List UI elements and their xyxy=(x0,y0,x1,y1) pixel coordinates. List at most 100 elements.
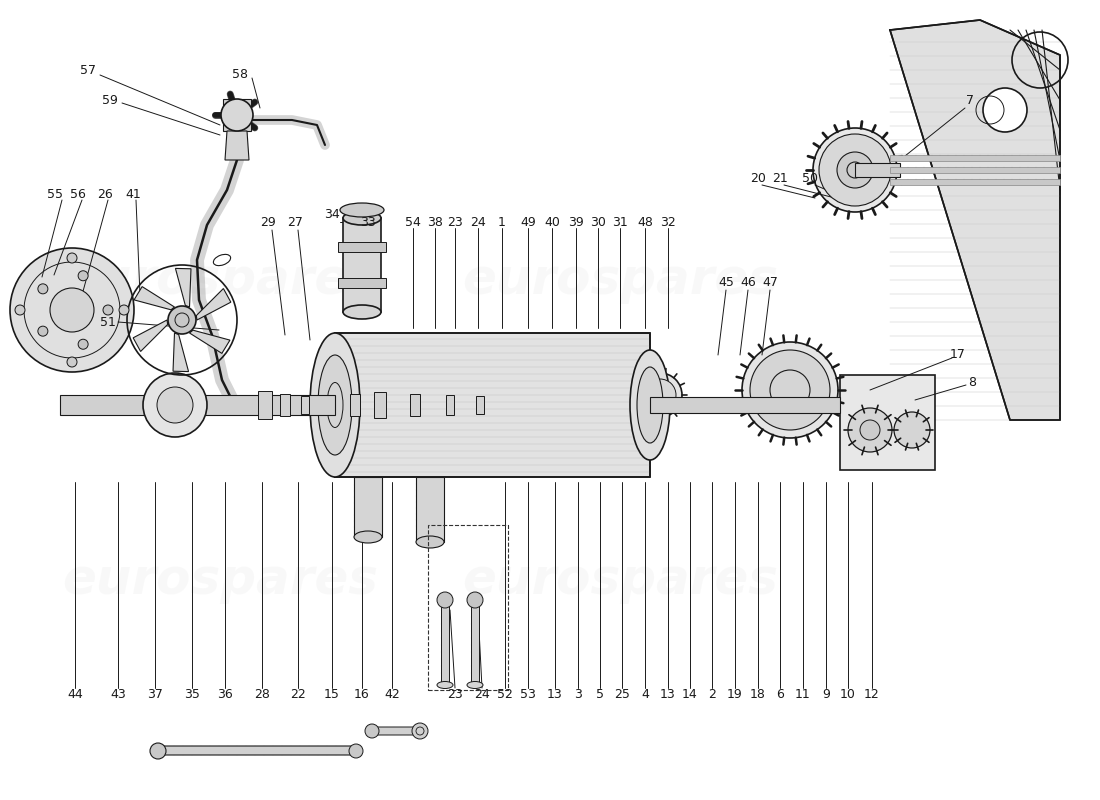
Text: 1: 1 xyxy=(498,215,506,229)
Polygon shape xyxy=(134,286,175,310)
Circle shape xyxy=(150,743,166,759)
Circle shape xyxy=(644,379,676,411)
Polygon shape xyxy=(301,396,309,414)
Polygon shape xyxy=(370,727,422,735)
Polygon shape xyxy=(890,155,1060,161)
Text: 33: 33 xyxy=(360,215,376,229)
Text: 47: 47 xyxy=(762,275,778,289)
Bar xyxy=(428,525,508,690)
Text: 35: 35 xyxy=(184,689,200,702)
Text: 13: 13 xyxy=(660,689,675,702)
Polygon shape xyxy=(338,278,386,288)
Circle shape xyxy=(15,305,25,315)
Polygon shape xyxy=(189,330,230,354)
Text: eurospares: eurospares xyxy=(62,556,378,604)
Polygon shape xyxy=(855,163,900,177)
Text: 44: 44 xyxy=(67,689,82,702)
Text: 11: 11 xyxy=(795,689,811,702)
Polygon shape xyxy=(416,477,444,542)
Circle shape xyxy=(365,724,380,738)
Ellipse shape xyxy=(343,211,381,225)
Text: 23: 23 xyxy=(447,689,463,702)
Polygon shape xyxy=(175,269,191,307)
Ellipse shape xyxy=(416,536,444,548)
Circle shape xyxy=(820,134,891,206)
Circle shape xyxy=(860,420,880,440)
Text: 5: 5 xyxy=(596,689,604,702)
Text: 59: 59 xyxy=(102,94,118,106)
Circle shape xyxy=(103,305,113,315)
Text: 40: 40 xyxy=(544,215,560,229)
Ellipse shape xyxy=(437,682,453,689)
Polygon shape xyxy=(196,289,231,320)
Circle shape xyxy=(412,723,428,739)
Text: 16: 16 xyxy=(354,689,370,702)
Circle shape xyxy=(742,342,838,438)
Polygon shape xyxy=(155,746,360,755)
Polygon shape xyxy=(336,333,650,477)
Text: 48: 48 xyxy=(637,215,653,229)
Text: 58: 58 xyxy=(232,69,248,82)
Circle shape xyxy=(67,357,77,367)
Text: 45: 45 xyxy=(718,275,734,289)
Polygon shape xyxy=(650,397,840,413)
Text: eurospares: eurospares xyxy=(462,256,778,304)
Ellipse shape xyxy=(318,355,352,455)
Text: 6: 6 xyxy=(777,689,784,702)
Circle shape xyxy=(848,408,892,452)
Circle shape xyxy=(983,88,1027,132)
Circle shape xyxy=(143,373,207,437)
Text: 8: 8 xyxy=(968,375,976,389)
Circle shape xyxy=(157,387,192,423)
Text: 21: 21 xyxy=(772,171,788,185)
Circle shape xyxy=(10,248,134,372)
Ellipse shape xyxy=(343,305,381,319)
Text: eurospares: eurospares xyxy=(462,556,778,604)
Text: 25: 25 xyxy=(614,689,630,702)
Text: 28: 28 xyxy=(254,689,270,702)
Circle shape xyxy=(119,305,129,315)
Circle shape xyxy=(349,744,363,758)
Polygon shape xyxy=(446,395,454,415)
Bar xyxy=(840,375,935,470)
Text: 9: 9 xyxy=(822,689,829,702)
Circle shape xyxy=(168,306,196,334)
Text: 52: 52 xyxy=(497,689,513,702)
Polygon shape xyxy=(890,179,1060,185)
Text: 15: 15 xyxy=(324,689,340,702)
Text: 30: 30 xyxy=(590,215,606,229)
Ellipse shape xyxy=(468,682,483,689)
Circle shape xyxy=(50,288,94,332)
Circle shape xyxy=(37,326,48,336)
Circle shape xyxy=(67,253,77,263)
Polygon shape xyxy=(173,333,188,371)
Text: 2: 2 xyxy=(708,689,716,702)
Circle shape xyxy=(221,99,253,131)
Text: 41: 41 xyxy=(125,189,141,202)
Polygon shape xyxy=(441,600,449,685)
Text: 26: 26 xyxy=(97,189,113,202)
Text: 24: 24 xyxy=(470,215,486,229)
Text: 38: 38 xyxy=(427,215,443,229)
Circle shape xyxy=(468,592,483,608)
Text: 24: 24 xyxy=(474,689,490,702)
Ellipse shape xyxy=(630,350,670,460)
Ellipse shape xyxy=(354,531,382,543)
Text: 19: 19 xyxy=(727,689,742,702)
Text: 27: 27 xyxy=(287,217,303,230)
Text: 46: 46 xyxy=(740,275,756,289)
Polygon shape xyxy=(890,20,1060,420)
Circle shape xyxy=(813,128,896,212)
Text: 57: 57 xyxy=(80,63,96,77)
Ellipse shape xyxy=(340,203,384,217)
Text: 7: 7 xyxy=(966,94,974,106)
Text: 34: 34 xyxy=(324,209,340,222)
Polygon shape xyxy=(343,218,381,312)
Circle shape xyxy=(78,270,88,281)
Text: 53: 53 xyxy=(520,689,536,702)
Circle shape xyxy=(894,412,930,448)
Circle shape xyxy=(750,350,830,430)
Polygon shape xyxy=(476,396,484,414)
Polygon shape xyxy=(354,477,382,537)
Text: 56: 56 xyxy=(70,189,86,202)
